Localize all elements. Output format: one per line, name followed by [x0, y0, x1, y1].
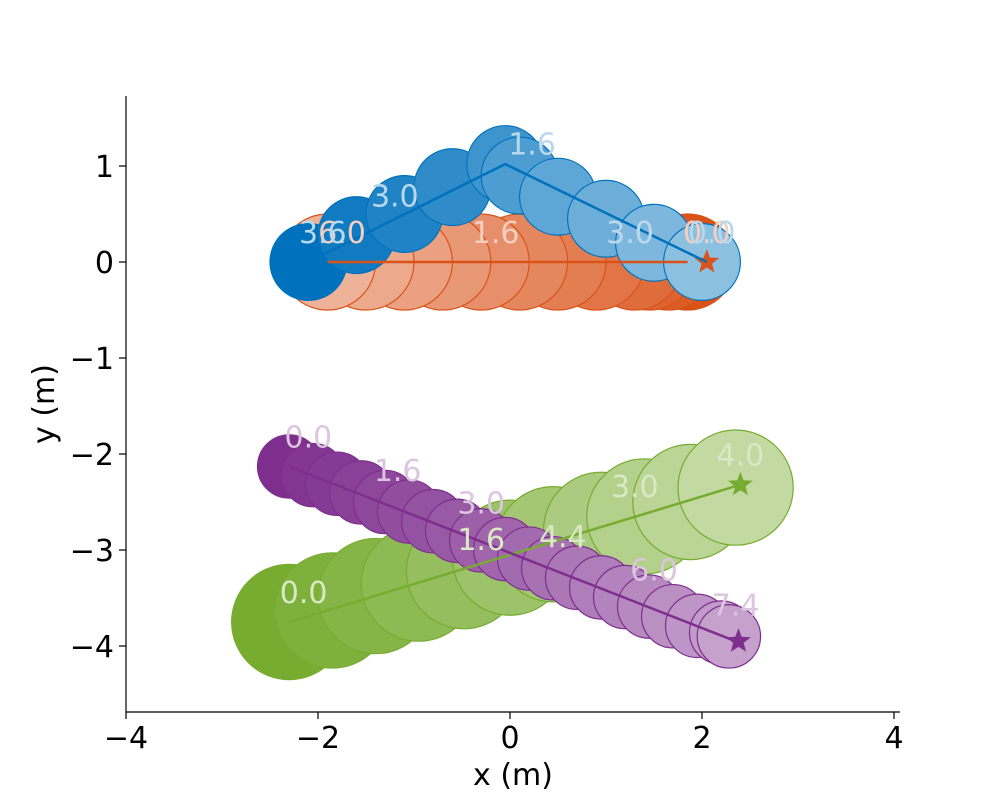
y-tick-label: −4 [70, 630, 114, 665]
robot-circle-purple [696, 604, 762, 669]
time-label-orange: 6.0 [318, 216, 366, 251]
axes: −4 −2 0 2 4 −4 −3 −2 −1 0 1 x (m) y (m) [27, 96, 904, 793]
y-axis-title: y (m) [27, 364, 62, 444]
path-line-purple [288, 465, 737, 643]
time-label-blue: 1.6 [508, 127, 556, 162]
y-tick-label: 1 [95, 150, 114, 185]
x-axis-title: x (m) [473, 758, 553, 793]
goal-star-blue [300, 249, 326, 273]
x-ticks: −4 −2 0 2 4 [104, 712, 904, 756]
time-label-green: 4.0 [717, 439, 765, 474]
x-tick-label: 2 [692, 721, 711, 756]
plot-area: 6.0 1.6 3.0 0.03.63.01.63.0 0.00.01.6 4.43.04… [231, 125, 794, 681]
time-label-blue: 3.6 [299, 216, 347, 251]
y-tick-label: −3 [70, 534, 114, 569]
goal-star-purple [726, 628, 751, 652]
time-label-purple: 6.0 [630, 554, 678, 589]
x-tick-label: 4 [884, 721, 903, 756]
time-label-green: 4.4 [539, 520, 587, 555]
time-label-blue: 0.0 [688, 216, 736, 251]
time-label-purple: 1.6 [374, 454, 422, 489]
time-label-orange: 3.0 [606, 216, 654, 251]
y-tick-label: 0 [95, 246, 114, 281]
x-tick-label: −4 [104, 721, 148, 756]
time-label-blue: 3.0 [371, 179, 419, 214]
time-label-orange: 0.0 [683, 216, 731, 251]
time-label-purple: 3.0 [457, 487, 505, 522]
x-tick-label: 0 [500, 721, 519, 756]
time-label-purple: 0.0 [285, 420, 333, 455]
y-tick-label: −1 [70, 342, 114, 377]
time-label-green: 0.0 [280, 576, 328, 611]
path-line-blue [307, 162, 708, 264]
time-label-green: 1.6 [457, 523, 505, 558]
y-tick-label: −2 [70, 438, 114, 473]
time-label-orange: 1.6 [472, 216, 520, 251]
time-label-purple: 7.4 [712, 588, 760, 623]
y-ticks: −4 −3 −2 −1 0 1 [70, 150, 126, 665]
time-label-green: 3.0 [611, 470, 659, 505]
time-label-blue: 3.0 [606, 216, 654, 251]
x-tick-label: −2 [296, 721, 340, 756]
path-line-green [288, 483, 741, 624]
goal-star-green [728, 471, 753, 496]
